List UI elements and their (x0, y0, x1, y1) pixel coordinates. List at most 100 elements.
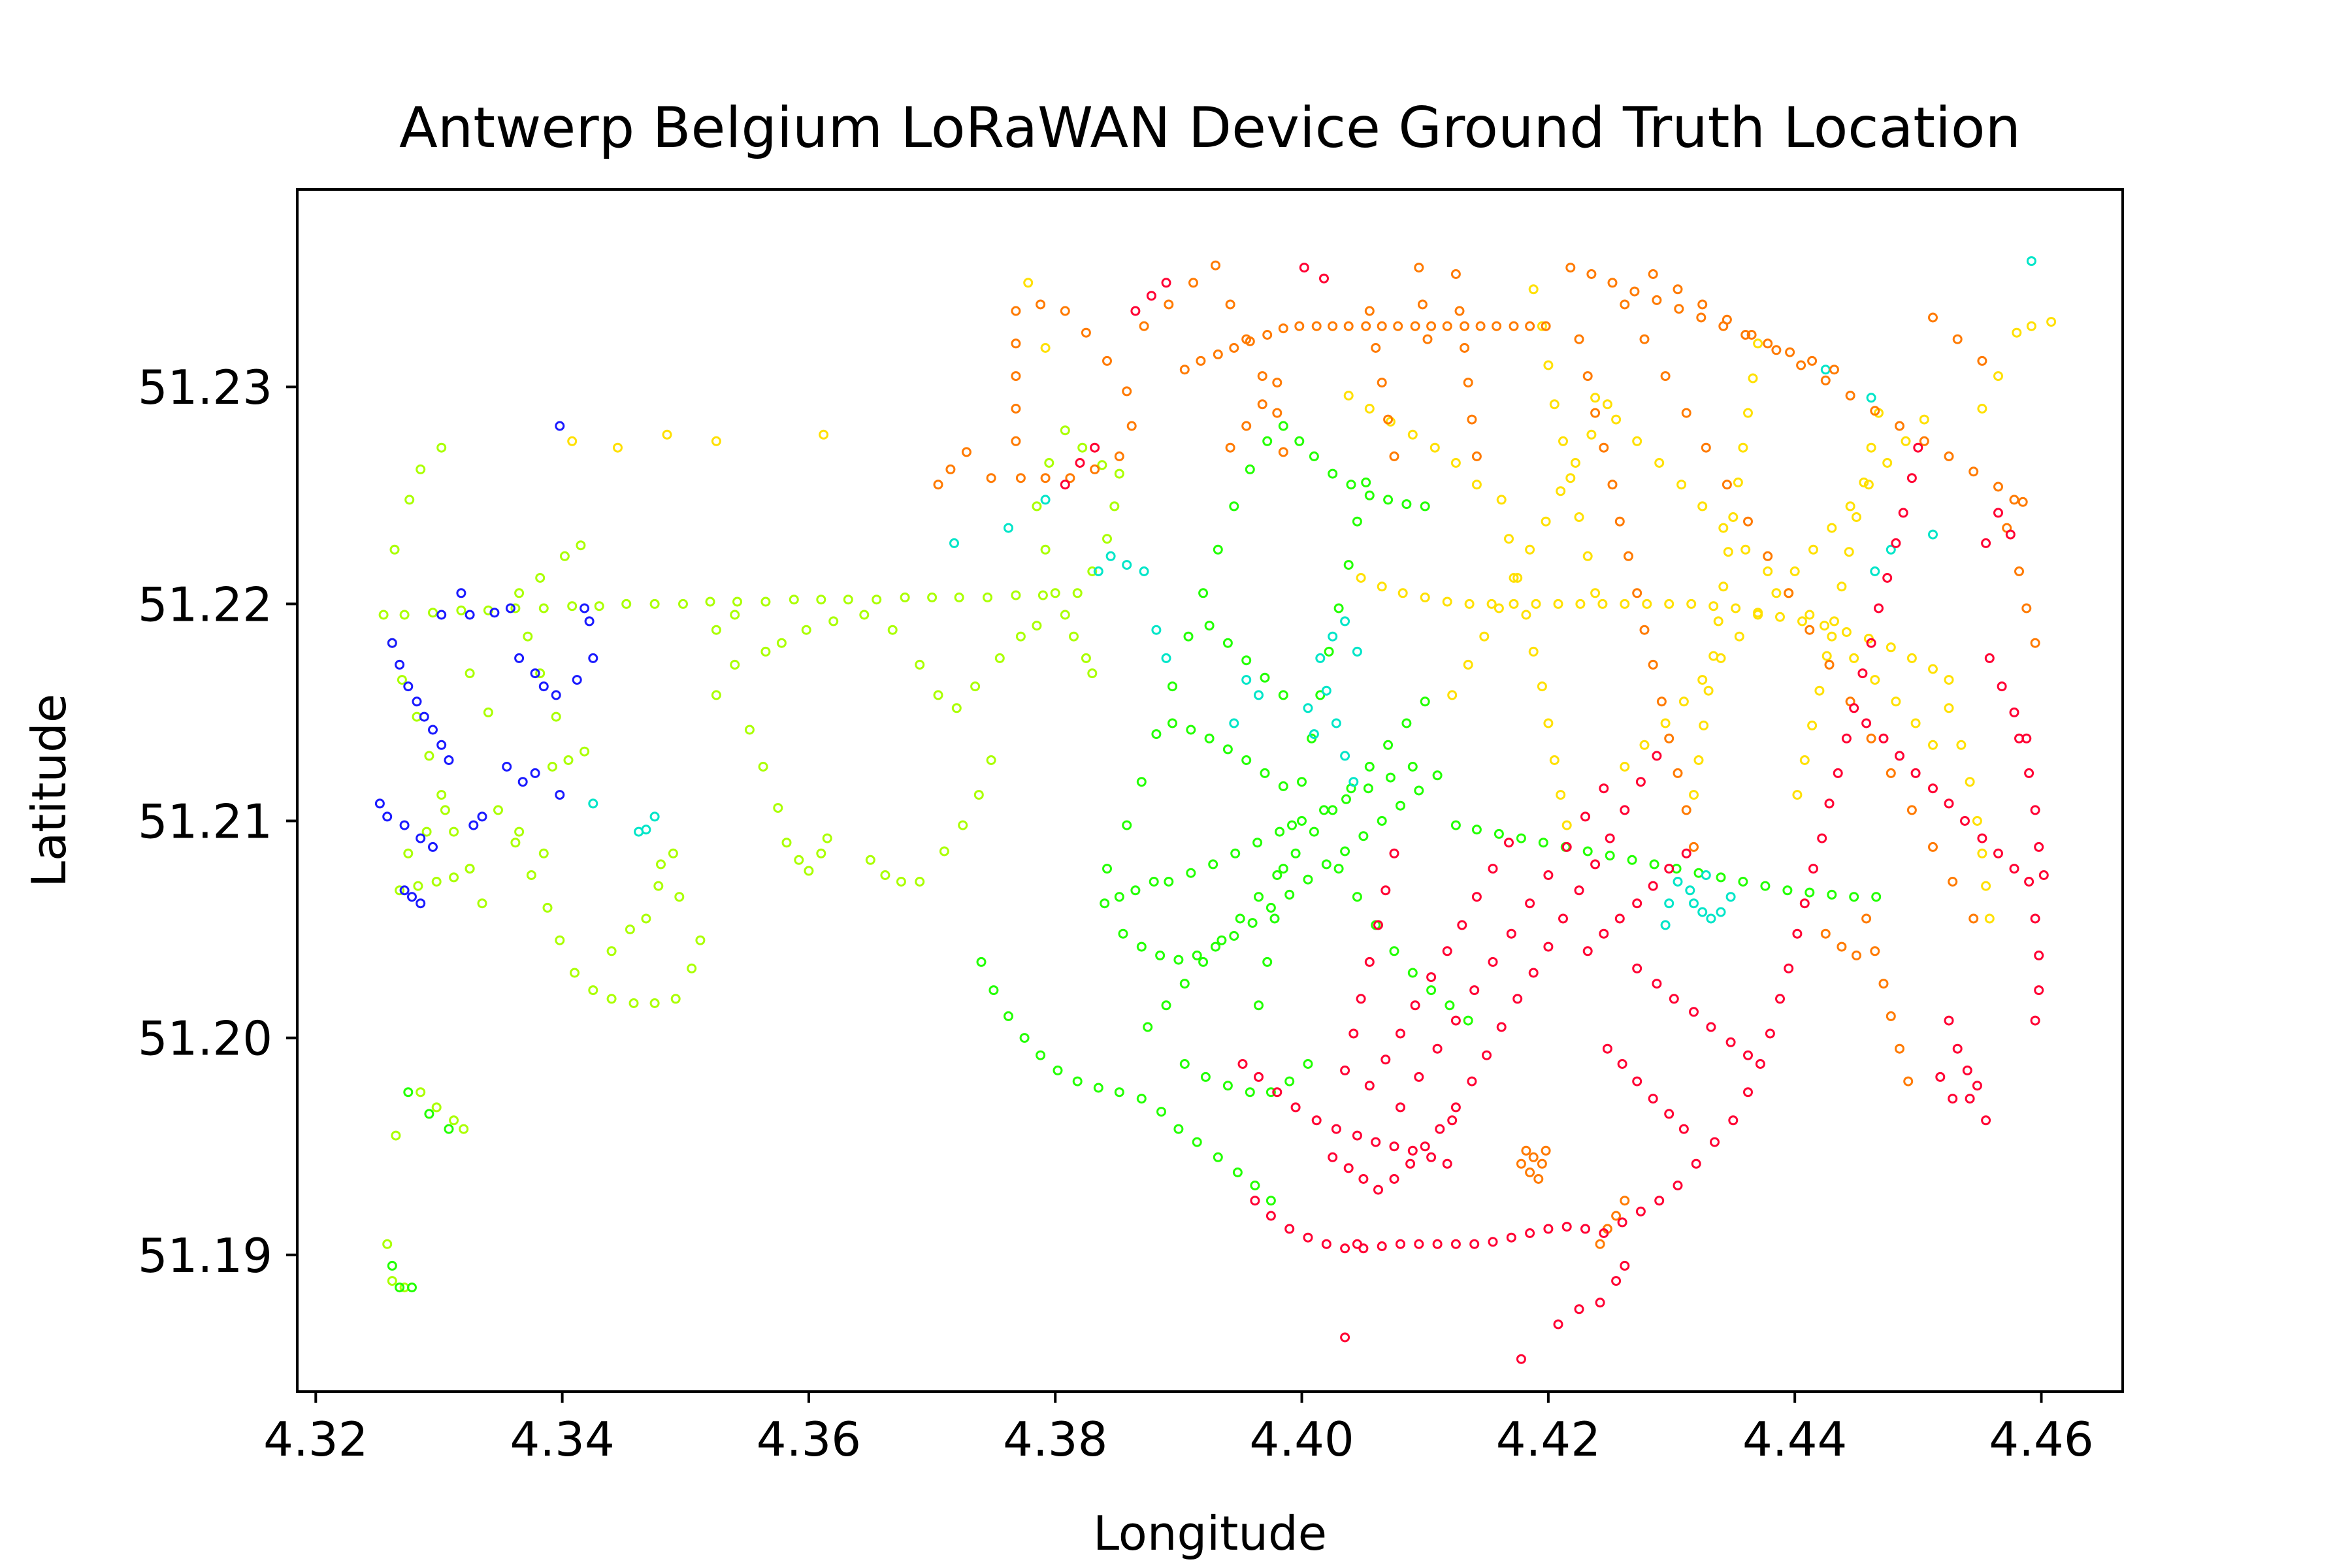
data-point (1303, 1059, 1313, 1069)
data-point (465, 610, 475, 620)
data-point (1686, 598, 1697, 609)
data-point (1882, 573, 1893, 583)
data-point (1442, 596, 1452, 607)
data-point (1891, 696, 1901, 707)
data-point (382, 1239, 393, 1249)
data-point (1040, 343, 1051, 353)
data-point (1574, 334, 1584, 344)
data-point (1541, 321, 1551, 331)
data-point (887, 625, 898, 635)
data-point (538, 603, 549, 613)
data-point (1738, 877, 1748, 887)
data-point (1396, 1102, 1405, 1113)
data-point (915, 659, 925, 670)
data-point (1590, 408, 1601, 418)
data-point (1807, 720, 1818, 730)
data-point (1311, 1115, 1322, 1126)
data-point (1841, 627, 1852, 637)
data-point (1225, 442, 1235, 453)
data-point (1015, 473, 1026, 483)
data-point (1799, 755, 1810, 765)
data-point (1733, 477, 1743, 487)
data-point (1993, 508, 2003, 518)
data-point (1635, 1206, 1646, 1217)
data-point (1250, 1181, 1260, 1190)
x-tick-label: 4.42 (1496, 1412, 1601, 1467)
data-point (1173, 955, 1184, 965)
data-point (1328, 321, 1338, 331)
data-point (1475, 321, 1486, 331)
data-point (1799, 898, 1810, 909)
data-point (1586, 269, 1597, 279)
data-point (1740, 544, 1751, 555)
y-tick-label: 51.22 (138, 577, 272, 632)
plot-area-frame (296, 188, 2124, 1393)
data-point (1775, 994, 1785, 1004)
data-point (1878, 979, 1889, 989)
data-point (649, 998, 660, 1008)
data-point (1114, 451, 1124, 461)
data-point (1324, 646, 1334, 657)
data-point (1789, 566, 1800, 576)
data-point (1763, 338, 1773, 349)
data-point (547, 762, 557, 772)
data-point (1328, 1152, 1338, 1162)
data-point (1352, 1239, 1362, 1249)
data-point (1525, 1228, 1535, 1238)
data-point (1340, 616, 1350, 627)
data-point (1348, 777, 1359, 787)
data-point (1081, 327, 1091, 338)
data-point (1151, 729, 1162, 740)
data-point (776, 638, 787, 648)
data-point (1269, 913, 1280, 924)
data-point (1516, 1158, 1526, 1169)
data-point (1607, 480, 1618, 490)
data-point (1693, 755, 1704, 765)
data-point (1632, 436, 1642, 446)
data-point (1701, 870, 1711, 880)
data-point (538, 681, 549, 692)
data-point (1962, 1065, 1972, 1075)
data-point (1241, 655, 1252, 666)
data-point (732, 596, 742, 607)
data-point (1139, 566, 1149, 576)
data-point (1981, 538, 1991, 548)
data-point (465, 668, 475, 679)
data-point (1740, 330, 1751, 340)
data-point (387, 1260, 397, 1271)
data-point (397, 675, 407, 685)
data-point (1870, 675, 1880, 685)
data-point (572, 675, 582, 685)
data-point (1678, 696, 1689, 707)
data-point (1611, 1276, 1622, 1286)
data-point (1053, 1065, 1063, 1075)
data-point (2034, 985, 2044, 996)
data-point (1139, 321, 1149, 331)
data-point (477, 898, 487, 909)
data-point (670, 994, 681, 1004)
data-point (570, 968, 580, 978)
data-point (794, 855, 804, 865)
data-point (1792, 790, 1803, 800)
data-point (1652, 751, 1662, 761)
data-point (1482, 1050, 1492, 1060)
data-point (489, 608, 500, 618)
data-point (2034, 950, 2044, 960)
data-point (1689, 1007, 1699, 1017)
data-point (1198, 588, 1209, 598)
data-point (1746, 330, 1757, 340)
data-point (1389, 1141, 1399, 1152)
data-point (1956, 740, 1967, 750)
data-point (395, 659, 405, 670)
data-point (1590, 859, 1601, 870)
data-point (1442, 946, 1452, 956)
data-point (1919, 414, 1929, 425)
data-point (758, 762, 768, 772)
data-point (1681, 848, 1691, 858)
data-point (1192, 950, 1202, 960)
data-point (1528, 968, 1539, 978)
data-point (1208, 859, 1218, 870)
data-point (1558, 436, 1568, 446)
data-point (606, 946, 617, 956)
data-point (1060, 480, 1070, 490)
